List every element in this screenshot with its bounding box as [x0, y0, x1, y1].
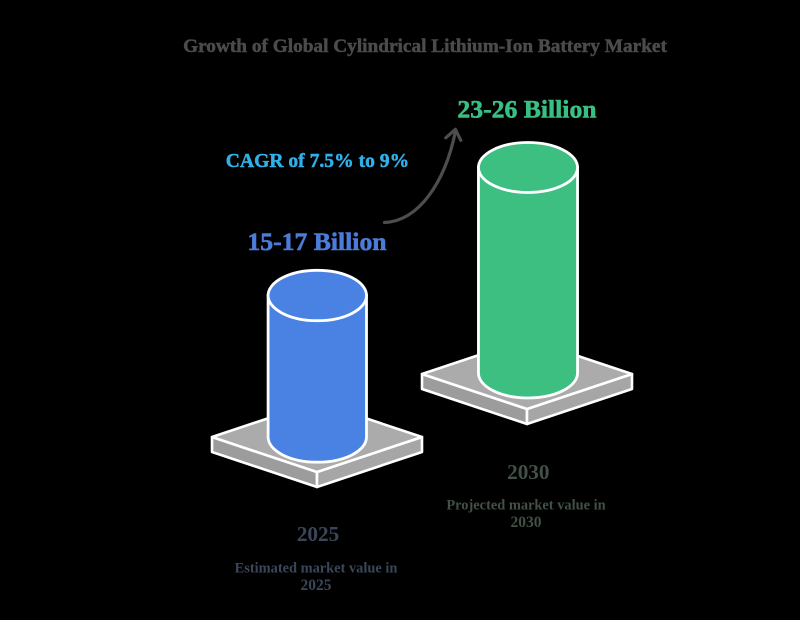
svg-text:23-26 Billion: 23-26 Billion: [457, 95, 596, 124]
svg-text:Growth of Global Cylindrical L: Growth of Global Cylindrical Lithium-Ion…: [183, 36, 667, 57]
svg-text:2025: 2025: [301, 577, 332, 594]
svg-text:Estimated market value in: Estimated market value in: [235, 561, 398, 577]
svg-text:2030: 2030: [507, 460, 549, 484]
svg-text:Projected market value in: Projected market value in: [446, 498, 605, 514]
svg-text:CAGR of 7.5% to 9%: CAGR of 7.5% to 9%: [226, 151, 409, 172]
svg-text:2030: 2030: [511, 514, 542, 531]
svg-text:2025: 2025: [297, 522, 339, 546]
svg-text:15-17 Billion: 15-17 Billion: [247, 227, 386, 256]
